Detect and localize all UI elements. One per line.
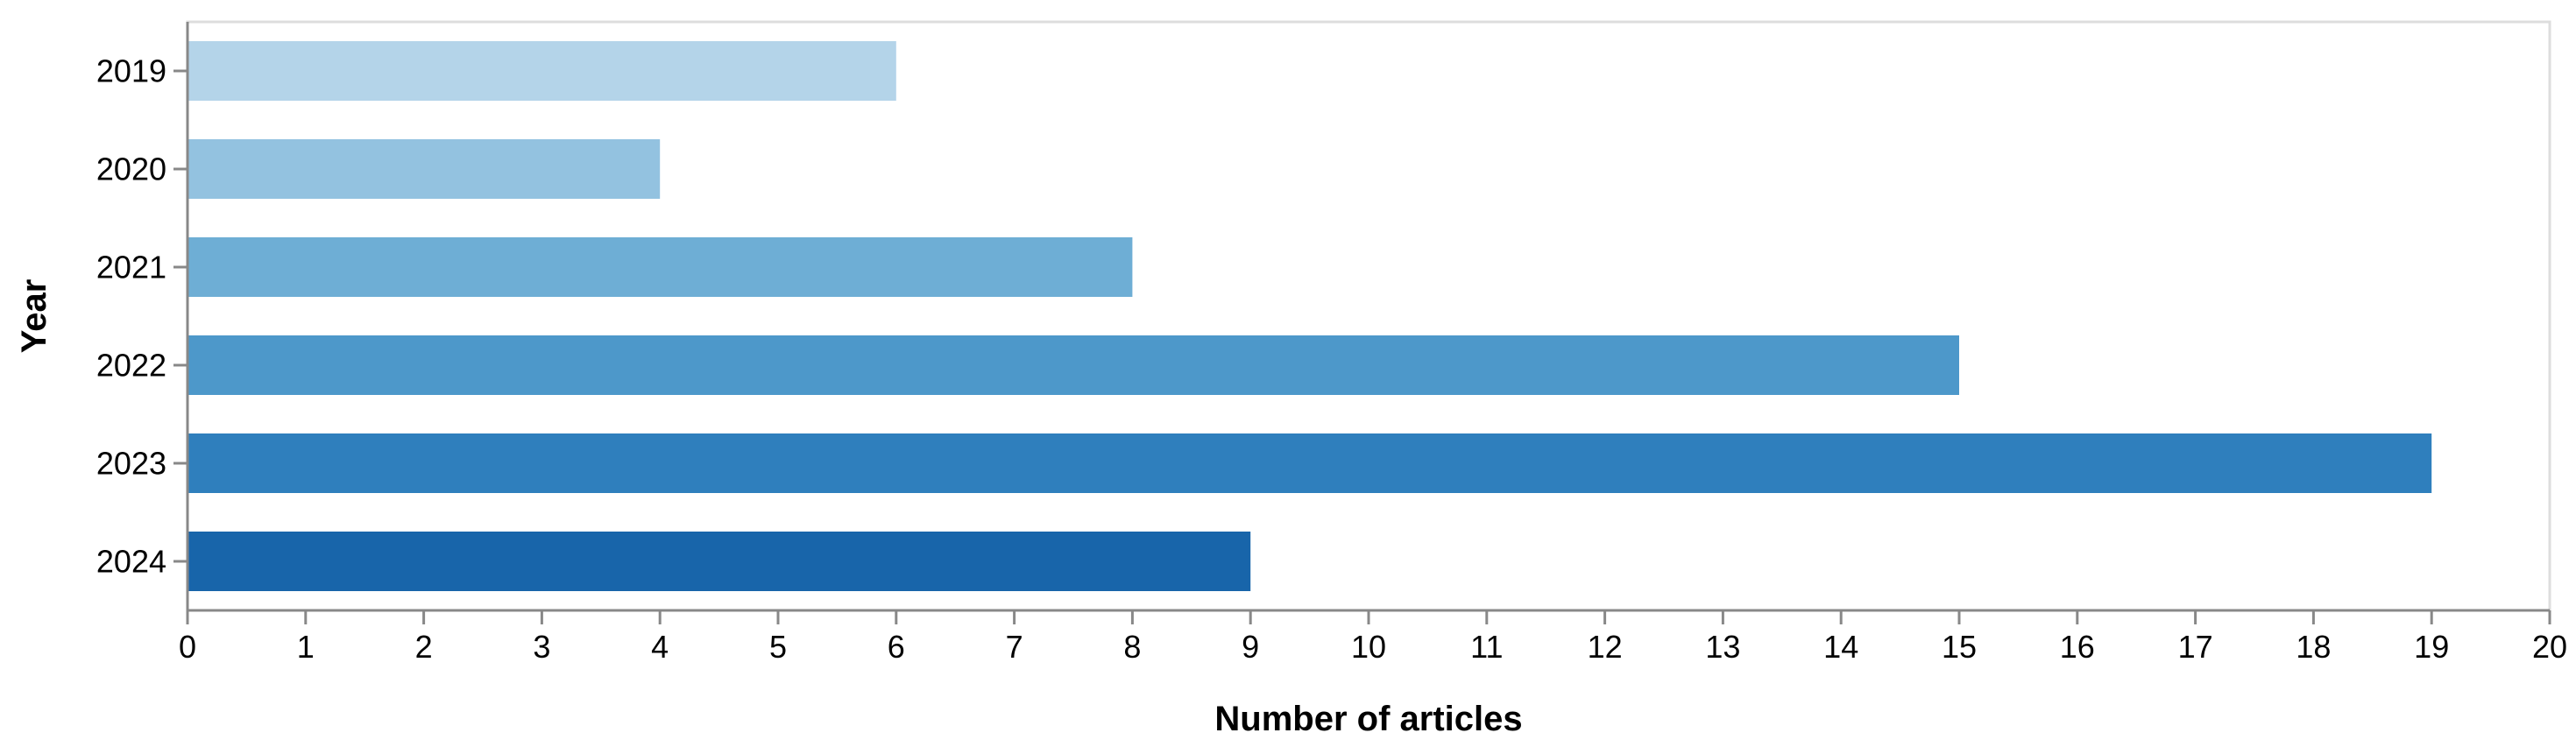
y-tick-label-2023: 2023 (96, 446, 166, 482)
y-axis: 2019 2020 2021 2022 2023 2024 (96, 22, 189, 610)
bar-2022 (188, 335, 1959, 395)
x-tick-label-19: 19 (2414, 629, 2449, 665)
x-tick-label-13: 13 (1705, 629, 1740, 665)
x-tick-label-7: 7 (1006, 629, 1023, 665)
x-tick-label-14: 14 (1823, 629, 1858, 665)
y-tick-label-2021: 2021 (96, 250, 166, 285)
y-tick-label-2024: 2024 (96, 544, 166, 580)
x-tick-label-10: 10 (1351, 629, 1386, 665)
x-tick-label-5: 5 (769, 629, 787, 665)
x-tick-label-12: 12 (1588, 629, 1623, 665)
bar-2020 (188, 139, 661, 199)
y-axis-title: Year (15, 279, 53, 354)
x-tick-label-0: 0 (179, 629, 196, 665)
x-tick-label-15: 15 (1942, 629, 1977, 665)
x-tick-label-4: 4 (651, 629, 669, 665)
x-tick-label-16: 16 (2060, 629, 2095, 665)
x-tick-label-2: 2 (415, 629, 433, 665)
bar-2021 (188, 237, 1133, 297)
y-tick-label-2019: 2019 (96, 53, 166, 89)
x-axis: 0 1 2 3 4 5 6 7 8 9 10 11 12 13 14 15 16 17 18 19 20 (179, 609, 2567, 665)
x-axis-title: Number of articles (1214, 700, 1522, 738)
x-tick-label-20: 20 (2532, 629, 2567, 665)
x-tick-label-11: 11 (1470, 629, 1503, 665)
x-tick-label-6: 6 (888, 629, 905, 665)
y-tick-label-2020: 2020 (96, 152, 166, 187)
bars-group (188, 41, 2432, 591)
x-tick-label-17: 17 (2178, 629, 2213, 665)
x-tick-label-3: 3 (533, 629, 550, 665)
bar-2023 (188, 433, 2432, 493)
x-tick-label-8: 8 (1123, 629, 1141, 665)
y-tick-label-2022: 2022 (96, 348, 166, 384)
bar-2019 (188, 41, 896, 101)
x-tick-label-18: 18 (2296, 629, 2331, 665)
plot-frame (186, 20, 2551, 612)
bar-2024 (188, 532, 1251, 591)
x-tick-label-1: 1 (297, 629, 315, 665)
x-tick-label-9: 9 (1242, 629, 1259, 665)
